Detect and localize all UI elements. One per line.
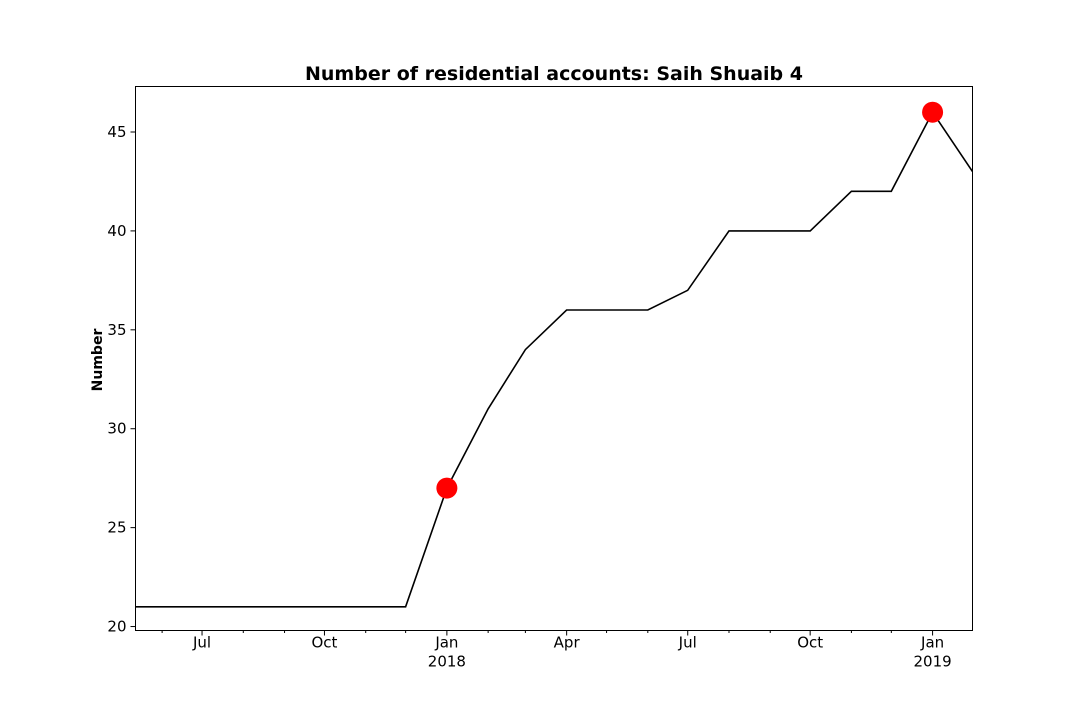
series-group [135,110,973,608]
highlight-marker [922,101,944,123]
highlight-marker [436,477,458,499]
y-tick-label: 20 [107,618,126,636]
x-tick-label: Oct [311,634,337,652]
series-line [135,110,973,608]
y-axis-label: Number [90,329,106,392]
y-tick-label: 35 [107,321,126,339]
x-tick-year-label: 2019 [913,653,951,671]
y-tick-label: 45 [107,123,126,141]
y-tick-label: 30 [107,420,126,438]
x-tick-label: Jul [678,634,697,652]
plot-frame [135,86,973,631]
x-tick-label: Jan [920,634,944,652]
marker-group [436,101,944,499]
x-tick-label: Jul [192,634,211,652]
y-tick-label: 40 [107,222,126,240]
chart-title: Number of residential accounts: Saih Shu… [305,63,803,85]
y-axis: 20 25 30 35 40 45 [107,123,136,636]
x-tick-label: Oct [797,634,823,652]
x-tick-label: Apr [554,634,581,652]
y-tick-label: 25 [107,519,126,537]
x-tick-year-label: 2018 [428,653,466,671]
x-tick-label: Jan [434,634,458,652]
